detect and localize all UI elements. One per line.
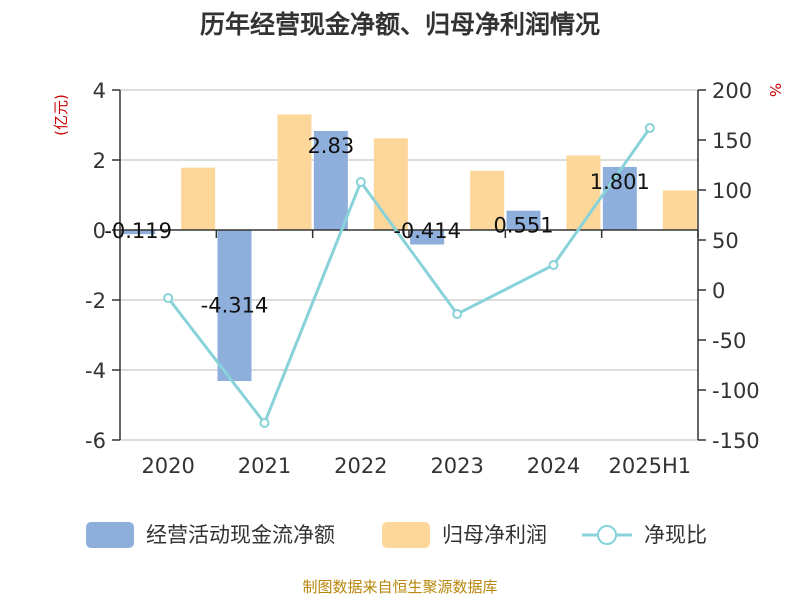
bars [121,114,697,381]
legend-label-net-profit: 归母净利润 [442,523,547,547]
ratio-point-2023 [452,309,463,319]
chart-title: 历年经营现金净额、归母净利润情况 [200,10,600,39]
data-label-cash-flow-2021: -4.314 [201,293,269,317]
left-tick-label: -4 [85,359,106,383]
left-tick-label: 2 [93,149,106,173]
ratio-line [163,123,655,428]
bar-net-profit-2025H1 [662,190,697,230]
bar-cash-flow-2022 [313,130,348,230]
right-tick-label: 50 [712,229,739,253]
legend-swatch-net-profit [382,522,430,548]
left-tick-label: -2 [85,289,106,313]
bar-net-profit-2024 [566,155,601,230]
ratio-point-2024 [548,260,559,270]
right-tick-label: 100 [712,179,752,203]
right-tick-label: 200 [712,79,752,103]
legend-swatch-cash-flow [86,522,134,548]
x-tick-label: 2022 [334,454,387,478]
bar-net-profit-2023 [470,170,505,230]
axes: 4 2 0 -2 -4 -6 200 150 100 50 0 -50 -100 -150 2020 2021… [85,79,760,478]
data-source-note: 制图数据来自恒生聚源数据库 [302,578,497,596]
x-tick-label: 2024 [527,454,580,478]
ratio-line-path [166,127,652,426]
right-tick-label: 0 [712,279,725,303]
right-tick-label: -150 [712,429,760,453]
ratio-point-2021 [259,418,270,428]
right-axis-unit: % [766,83,784,97]
bar-net-profit-2022 [373,138,408,230]
legend: 经营活动现金流净额 归母净利润 净现比 [86,522,707,548]
data-label-cash-flow-2023: -0.414 [393,219,461,243]
data-label-cash-flow-2024: 0.551 [493,214,553,238]
bar-cash-flow-2020 [121,230,156,235]
data-labels: -0.119 -4.314 2.83 -0.414 0.551 1.801 [104,134,650,318]
gridlines [120,89,698,441]
ratio-point-2020 [163,293,174,303]
bar-net-profit-2021 [277,114,312,230]
bar-cash-flow-2021 [217,230,252,381]
left-axis-unit: (亿元) [52,94,70,136]
legend-swatch-ratio-marker [597,525,617,545]
x-tick-label: 2020 [141,454,194,478]
right-tick-label: -50 [712,329,746,353]
bar-cash-flow-2023 [410,230,445,245]
x-tick-label: 2023 [430,454,483,478]
left-tick-label: -6 [85,429,106,453]
bar-net-profit-2020 [181,167,216,230]
data-label-cash-flow-2020: -0.119 [104,219,172,243]
right-tick-label: 150 [712,129,752,153]
ratio-point-2025H1 [644,123,655,133]
data-label-cash-flow-2022: 2.83 [307,134,354,158]
bar-cash-flow-2024 [506,210,541,230]
x-tick-label: 2021 [238,454,291,478]
legend-label-cash-flow: 经营活动现金流净额 [146,523,335,547]
bar-cash-flow-2025H1 [602,166,637,230]
x-tick-label: 2025H1 [609,454,692,478]
ratio-point-2022 [355,177,366,187]
left-tick-label: 4 [93,79,106,103]
left-tick-label: 0 [93,219,106,243]
data-label-cash-flow-2025H1: 1.801 [590,170,650,194]
right-tick-label: -100 [712,379,760,403]
legend-label-ratio: 净现比 [644,523,707,547]
